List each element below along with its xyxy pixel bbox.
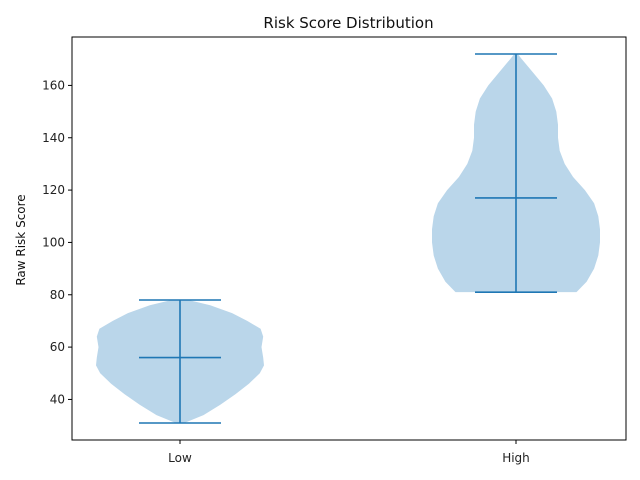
x-tick-label: Low: [168, 451, 192, 465]
chart-title: Risk Score Distribution: [263, 14, 433, 32]
plot-frame: [71, 36, 627, 441]
y-axis-ticks: 40 60 80 100 120 140 160: [42, 78, 72, 406]
violin-stat-lines: [139, 53, 557, 424]
violin-bodies: [96, 54, 600, 423]
y-tick-label: 80: [50, 288, 65, 302]
x-axis-ticks: Low High: [168, 440, 530, 465]
x-tick-label: High: [502, 451, 530, 465]
y-tick-label: 160: [42, 78, 65, 92]
y-tick-label: 140: [42, 131, 65, 145]
y-tick-label: 40: [50, 392, 65, 406]
y-tick-label: 60: [50, 340, 65, 354]
y-tick-label: 100: [42, 235, 65, 249]
y-tick-label: 120: [42, 183, 65, 197]
y-axis-label: Raw Risk Score: [14, 194, 28, 285]
